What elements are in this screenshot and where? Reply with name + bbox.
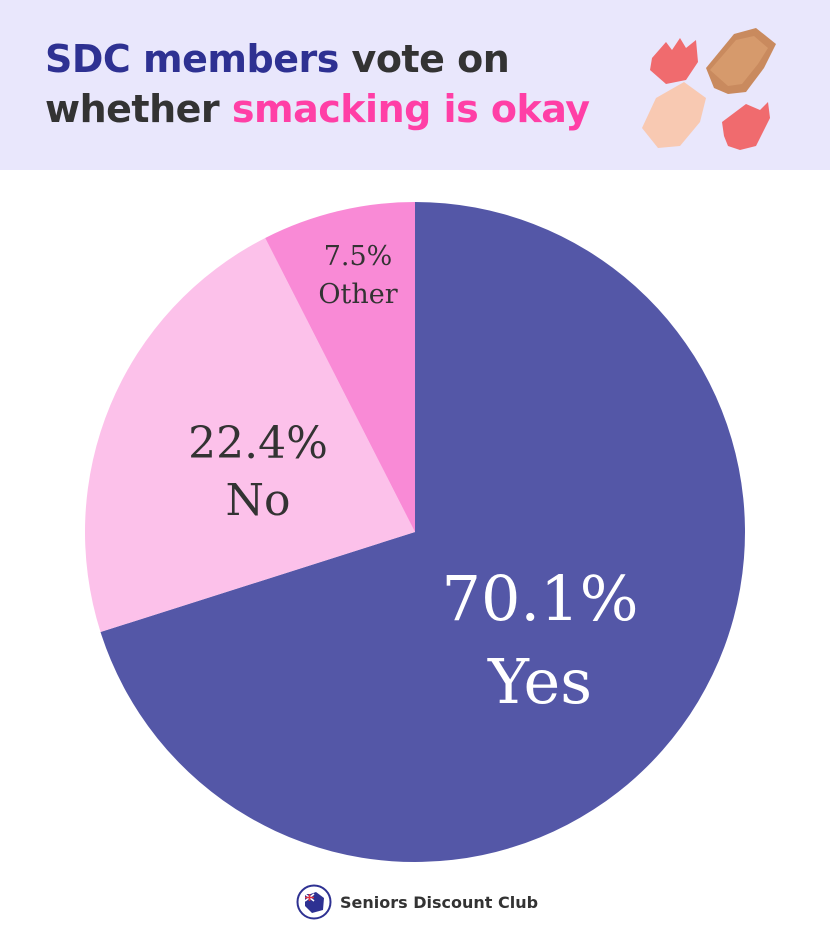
pie-slice-other (265, 202, 415, 532)
header-banner: SDC members vote on whether smacking is … (0, 0, 830, 170)
seniors-discount-club-logo-icon (296, 884, 332, 920)
hands-fist-icon (642, 28, 776, 150)
title-highlight-blue: SDC members (45, 37, 339, 81)
slice-label-no-value: 22.4% (188, 418, 328, 469)
pie-slice-yes (100, 202, 745, 862)
title-text: whether (45, 87, 232, 131)
footer-brand: Seniors Discount Club (296, 884, 538, 920)
slice-label-yes-value: 70.1% (442, 562, 639, 635)
title-text: vote on (338, 37, 510, 81)
pie-slice-no (85, 237, 416, 633)
slice-label-other-value: 7.5% (324, 241, 393, 272)
slice-label-no-name: No (226, 475, 291, 526)
slice-label-yes-name: Yes (487, 645, 592, 718)
brand-name: Seniors Discount Club (340, 892, 539, 912)
page-title: SDC members vote on whether smacking is … (45, 34, 590, 134)
slice-label-other-name: Other (318, 279, 397, 310)
title-highlight-pink: smacking is okay (231, 87, 590, 131)
